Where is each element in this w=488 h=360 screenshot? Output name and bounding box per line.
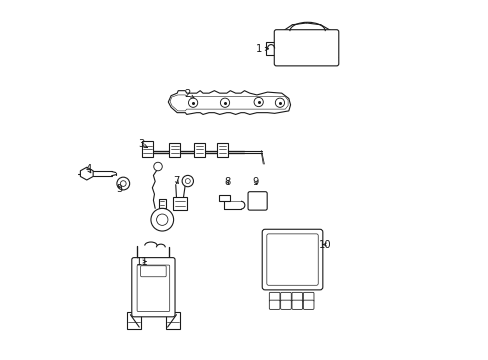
Polygon shape <box>194 143 204 157</box>
Polygon shape <box>165 312 180 329</box>
Polygon shape <box>168 91 290 114</box>
Polygon shape <box>265 42 276 55</box>
Circle shape <box>185 179 190 184</box>
Text: 5: 5 <box>116 184 122 194</box>
Circle shape <box>220 98 229 107</box>
Text: 2: 2 <box>183 89 194 99</box>
Text: 1: 1 <box>255 44 268 54</box>
Polygon shape <box>142 141 153 157</box>
Circle shape <box>117 177 129 190</box>
FancyBboxPatch shape <box>303 300 313 309</box>
Circle shape <box>275 98 284 107</box>
Polygon shape <box>217 143 227 157</box>
FancyBboxPatch shape <box>269 300 279 309</box>
Text: 7: 7 <box>173 176 179 186</box>
FancyBboxPatch shape <box>303 292 313 302</box>
Text: 8: 8 <box>224 177 230 187</box>
FancyBboxPatch shape <box>280 300 291 309</box>
FancyBboxPatch shape <box>269 292 279 302</box>
Polygon shape <box>219 195 230 201</box>
FancyBboxPatch shape <box>274 30 338 66</box>
Text: 11: 11 <box>136 257 148 266</box>
FancyBboxPatch shape <box>262 229 322 290</box>
Polygon shape <box>169 143 180 157</box>
FancyBboxPatch shape <box>280 292 291 302</box>
FancyBboxPatch shape <box>291 292 302 302</box>
FancyBboxPatch shape <box>291 300 302 309</box>
Polygon shape <box>159 199 165 208</box>
Circle shape <box>153 162 162 171</box>
Circle shape <box>188 98 197 107</box>
Text: 3: 3 <box>138 139 147 149</box>
Text: 4: 4 <box>85 165 91 174</box>
Polygon shape <box>126 312 141 329</box>
Circle shape <box>254 98 263 107</box>
Text: 10: 10 <box>318 239 331 249</box>
Polygon shape <box>80 167 93 180</box>
Text: 9: 9 <box>252 177 259 187</box>
Polygon shape <box>173 197 187 211</box>
FancyBboxPatch shape <box>247 192 266 210</box>
FancyBboxPatch shape <box>132 258 175 317</box>
Circle shape <box>156 214 167 225</box>
Text: 6: 6 <box>155 215 162 225</box>
Circle shape <box>182 175 193 187</box>
Circle shape <box>120 181 126 186</box>
Circle shape <box>151 208 173 231</box>
